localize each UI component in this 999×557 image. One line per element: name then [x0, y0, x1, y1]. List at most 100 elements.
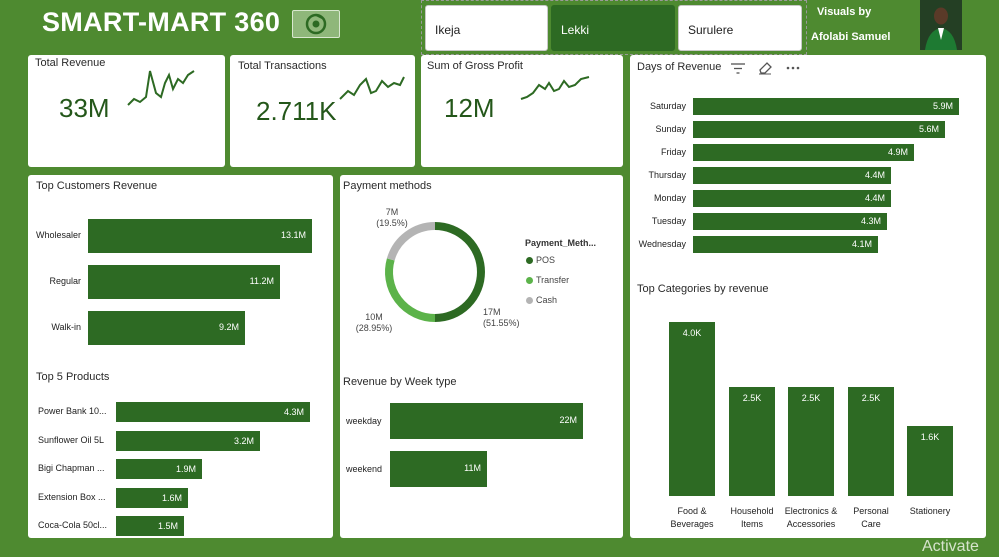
- categories-value-label: 2.5K: [861, 393, 881, 403]
- products-bar[interactable]: [116, 459, 202, 479]
- days-value-label: 4.4M: [864, 169, 885, 180]
- products-bar[interactable]: [116, 430, 260, 451]
- days-bar[interactable]: [693, 190, 891, 207]
- more-options-icon[interactable]: [786, 65, 800, 71]
- payment-value-label: 10M: [365, 312, 383, 322]
- payment-slice-pos[interactable]: [434, 222, 485, 322]
- weektype-bar[interactable]: [390, 403, 583, 439]
- days-category-label: Wednesday: [638, 238, 686, 249]
- eraser-icon[interactable]: [757, 60, 773, 75]
- days-bar[interactable]: [693, 98, 959, 115]
- filter-icon[interactable]: [730, 62, 746, 75]
- payment-legend-item-transfer: Transfer: [526, 275, 569, 285]
- categories-bar[interactable]: [907, 426, 953, 496]
- category-label-line: Stationery: [909, 506, 951, 516]
- slicer-option-surulere[interactable]: Surulere: [678, 5, 802, 51]
- categories-category-label: Household Items: [717, 505, 787, 531]
- days-chart-title: Days of Revenue: [637, 61, 722, 73]
- categories-category-label: Electronics & Accessories: [776, 505, 846, 531]
- slicer-option-lekki[interactable]: Lekki: [551, 5, 675, 51]
- avatar: [920, 0, 962, 50]
- payment-donut: [385, 222, 485, 322]
- slicer-option-ikeja[interactable]: Ikeja: [425, 5, 548, 51]
- weektype-value-label: 11M: [464, 463, 481, 473]
- categories-bar[interactable]: [729, 387, 775, 496]
- products-category-label: Extension Box ...: [38, 491, 106, 502]
- activate-watermark: Activate: [922, 538, 979, 555]
- credit-line-2: Afolabi Samuel: [811, 31, 891, 43]
- products-bar[interactable]: [116, 516, 184, 536]
- weektype-bar[interactable]: [390, 451, 487, 487]
- days-category-label: Saturday: [649, 100, 686, 111]
- payment-percent-label: (28.95%): [355, 323, 393, 333]
- category-label-line: Accessories: [786, 519, 836, 529]
- payment-legend-item-pos: POS: [526, 255, 555, 265]
- payment-legend-item-cash: Cash: [526, 295, 557, 305]
- legend-dot-icon: [526, 297, 533, 305]
- products-category-label: Sunflower Oil 5L: [38, 434, 105, 445]
- category-label-line: Personal: [853, 506, 889, 516]
- payment-slice-transfer[interactable]: [385, 258, 436, 322]
- days-bar[interactable]: [693, 121, 945, 138]
- days-value-label: 4.3M: [860, 215, 881, 226]
- legend-dot-icon: [526, 277, 533, 285]
- days-value-label: 5.9M: [932, 100, 953, 111]
- category-label-line: Beverages: [670, 519, 714, 529]
- chrome-logo-icon: [305, 13, 327, 35]
- categories-category-label: Personal Care: [836, 505, 906, 531]
- legend-label: Cash: [536, 295, 558, 305]
- payment-value-label: 17M: [483, 307, 501, 317]
- products-category-label: Bigi Chapman ...: [38, 463, 105, 473]
- days-bar[interactable]: [693, 213, 887, 230]
- customers-value-label: 13.1M: [280, 230, 306, 240]
- customers-value-label: 11.2M: [249, 276, 274, 286]
- payment-chart-title: Payment methods: [343, 180, 432, 192]
- revenue-sparkline: [127, 70, 195, 106]
- products-value-label: 4.3M: [283, 407, 304, 417]
- days-bar[interactable]: [693, 236, 878, 253]
- customers-category-label: Regular: [49, 276, 81, 286]
- payment-slice-label-pos: 17M (51.55%): [483, 307, 527, 329]
- legend-label: POS: [536, 255, 556, 265]
- kpi-gross-profit-title: Sum of Gross Profit: [427, 60, 523, 72]
- weektype-value-label: 22M: [559, 415, 577, 425]
- payment-value-label: 7M: [385, 207, 399, 217]
- payment-slice-label-transfer: 10M (28.95%): [352, 312, 396, 334]
- weektype-category-label: weekend: [346, 464, 383, 474]
- products-value-label: 3.2M: [233, 435, 254, 446]
- products-bar[interactable]: [116, 487, 188, 508]
- payment-legend-title: Payment_Meth...: [525, 238, 597, 248]
- weektype-chart-title: Revenue by Week type: [343, 376, 457, 388]
- days-value-label: 5.6M: [918, 123, 939, 134]
- days-category-label: Tuesday: [651, 215, 686, 226]
- days-value-label: 4.4M: [864, 192, 885, 203]
- categories-category-label: Stationery: [895, 505, 965, 518]
- customers-bar[interactable]: [88, 265, 280, 299]
- categories-bar[interactable]: [669, 322, 715, 496]
- kpi-revenue-value: 33M: [59, 93, 110, 123]
- products-value-label: 1.5M: [157, 521, 178, 531]
- categories-value-label: 1.6K: [920, 432, 940, 442]
- kpi-card-gross-profit: Sum of Gross Profit 12M: [421, 55, 623, 167]
- categories-bar[interactable]: [788, 387, 834, 496]
- categories-value-label: 2.5K: [742, 393, 762, 403]
- days-bar[interactable]: [693, 144, 914, 161]
- payment-slice-cash[interactable]: [386, 222, 436, 261]
- products-category-label: Coca-Cola 50cl...: [38, 520, 108, 530]
- transactions-sparkline: [339, 76, 405, 100]
- category-label-line: Household: [730, 506, 774, 516]
- days-bar[interactable]: [693, 167, 891, 184]
- customers-chart-title: Top Customers Revenue: [36, 180, 158, 192]
- gross-profit-sparkline: [520, 76, 590, 100]
- products-bar[interactable]: [116, 402, 310, 422]
- person-avatar-icon: [920, 0, 962, 50]
- credit-line-1: Visuals by: [817, 6, 872, 18]
- categories-chart-title: Top Categories by revenue: [637, 283, 769, 295]
- days-value-label: 4.9M: [887, 146, 908, 157]
- customers-bar[interactable]: [88, 219, 312, 253]
- categories-category-label: Food & Beverages: [657, 505, 727, 531]
- products-value-label: 1.6M: [161, 492, 182, 503]
- categories-value-label: 4.0K: [682, 328, 702, 338]
- categories-bar[interactable]: [848, 387, 894, 496]
- customers-bar[interactable]: [88, 311, 245, 345]
